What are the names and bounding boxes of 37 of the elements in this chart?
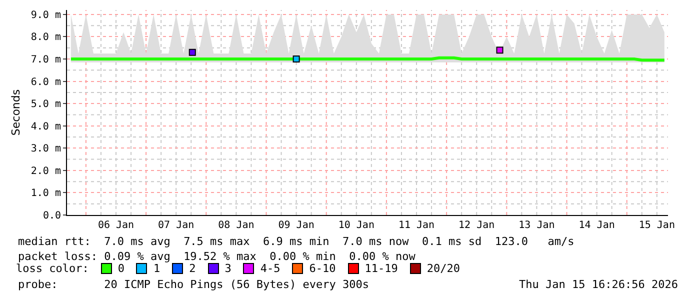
legend-label: 11-19: [364, 262, 398, 275]
y-tick-label: 4.0 m: [30, 121, 61, 132]
x-tick-label: 10 Jan: [338, 220, 374, 231]
x-tick-label: 14 Jan: [578, 220, 615, 231]
y-tick-label: 1.0 m: [30, 188, 61, 200]
point: [292, 56, 300, 63]
point: [188, 48, 196, 56]
x-tick-label: 12 Jan: [458, 220, 495, 231]
legend-label: 4-5: [260, 262, 280, 275]
text: Thu Jan 15 16:26:56 2026: [519, 278, 678, 291]
y-tick-label: 9.0 m: [30, 10, 61, 21]
legend-label: 20/20: [426, 262, 460, 275]
legend-label: 3: [224, 262, 232, 275]
legend-label: 0: [118, 262, 124, 275]
y-axis-title: Seconds: [10, 89, 23, 136]
legend-label: 1: [153, 262, 160, 275]
x-tick-label: 06 Jan: [98, 220, 134, 231]
x-tick-label: 08 Jan: [218, 220, 254, 231]
y-tick-label: 0.0: [42, 210, 61, 222]
x-tick-label: 07 Jan: [158, 220, 194, 231]
y-tick-label: 6.0 m: [30, 76, 61, 88]
legend-title: loss color:: [16, 262, 89, 275]
y-tick-label: 7.0 m: [30, 54, 61, 66]
x-tick-label: 09 Jan: [278, 220, 314, 231]
y-tick-label: 3.0 m: [30, 144, 61, 155]
point: [496, 46, 504, 54]
text: median rtt: 7.0 ms avg 7.5 ms max 6.9 ms min 7.0 ms now 0.1 ms sd 123.0 am/s: [18, 235, 574, 248]
legend-label: 2: [189, 262, 196, 275]
y-tick-label: 2.0 m: [30, 166, 61, 177]
x-tick-label: 13 Jan: [518, 220, 555, 231]
legend-label: 6-10: [309, 262, 336, 275]
text: probe: 20 ICMP Echo Pings (56 Bytes) every 300s: [18, 278, 369, 291]
y-tick-label: 8.0 m: [30, 32, 61, 44]
x-tick-label: 11 Jan: [398, 220, 435, 231]
y-tick-label: 5.0 m: [30, 99, 61, 110]
text: packet loss: 0.09 % avg 19.52 % max 0.00 % min 0.00 % now: [18, 250, 416, 263]
x-tick-label: 15 Jan: [638, 220, 675, 231]
